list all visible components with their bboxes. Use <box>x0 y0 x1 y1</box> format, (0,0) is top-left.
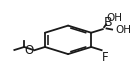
Text: OH: OH <box>107 13 123 23</box>
Text: B: B <box>103 16 112 29</box>
Text: O: O <box>24 44 34 57</box>
Text: F: F <box>102 51 109 64</box>
Text: OH: OH <box>116 25 132 35</box>
